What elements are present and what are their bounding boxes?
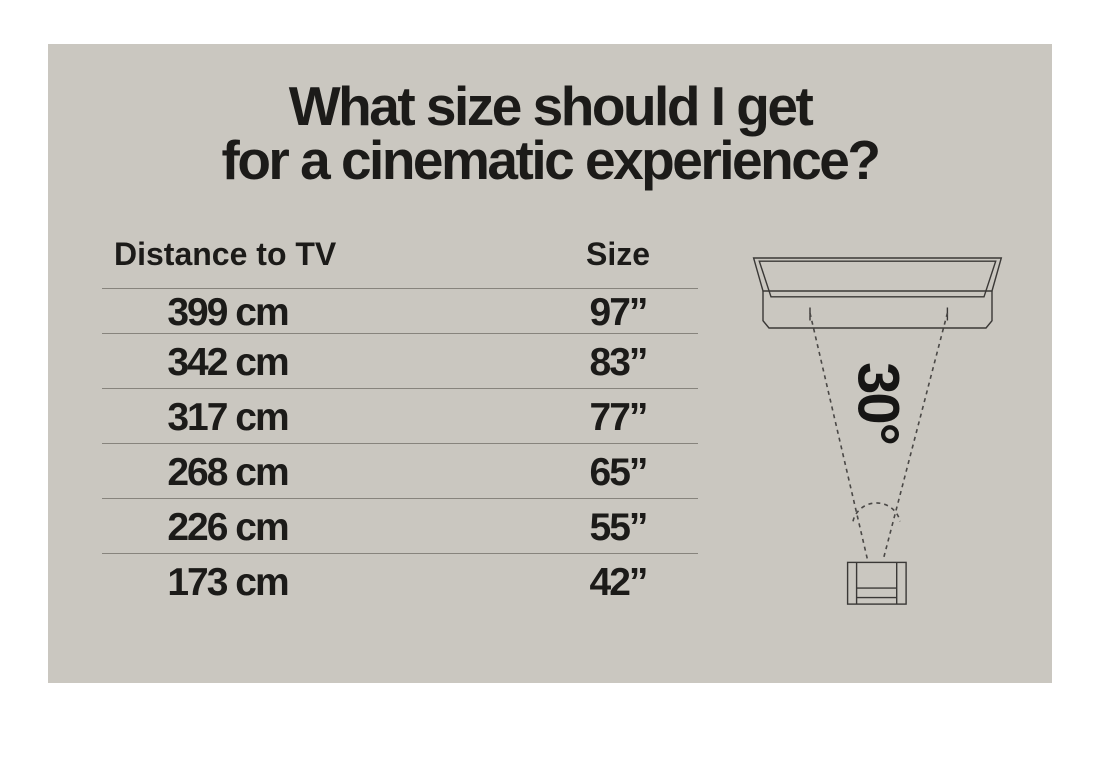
svg-text:30°: 30° bbox=[846, 362, 911, 444]
